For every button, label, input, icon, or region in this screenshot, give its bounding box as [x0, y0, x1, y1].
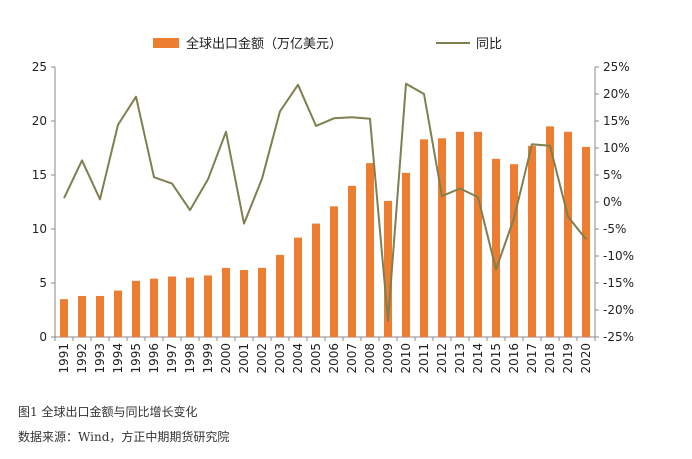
y-left-tick-label: 10 — [32, 222, 47, 236]
x-tick-label-1999: 1999 — [201, 343, 215, 374]
x-tick-label-2015: 2015 — [489, 343, 503, 374]
bar-2012 — [438, 138, 446, 337]
x-tick-label-2018: 2018 — [543, 343, 557, 374]
y-right-tick-label: -25% — [603, 330, 634, 344]
bar-1991 — [60, 299, 68, 337]
figure-caption: 图1 全球出口金额与同比增长变化 — [18, 405, 198, 419]
bar-2019 — [564, 131, 572, 337]
bar-2015 — [492, 158, 500, 337]
bar-2006 — [330, 206, 338, 337]
bar-2017 — [528, 145, 536, 337]
x-tick-label-2000: 2000 — [219, 343, 233, 374]
x-axis-ticks: 1991 1992 1993 1994 1995 1996 1997 1998 1999 2000… — [54, 337, 596, 374]
bar-1999 — [204, 275, 212, 337]
x-tick-label-2007: 2007 — [345, 343, 359, 374]
x-tick-label-1994: 1994 — [111, 343, 125, 374]
x-tick-label-2019: 2019 — [561, 343, 575, 374]
bar-2005 — [312, 223, 320, 337]
bar-2009 — [384, 200, 392, 337]
x-tick-label-1993: 1993 — [93, 343, 107, 374]
x-tick-label-2013: 2013 — [453, 343, 467, 374]
x-tick-label-1995: 1995 — [129, 343, 143, 374]
bar-2003 — [276, 254, 284, 337]
y-right-tick-label: 5% — [603, 168, 622, 182]
y-left-tick-label: 5 — [39, 276, 47, 290]
bar-2013 — [456, 131, 464, 337]
x-tick-label-2020: 2020 — [579, 343, 593, 374]
x-tick-label-2010: 2010 — [399, 343, 413, 374]
bar-2001 — [240, 270, 248, 337]
y-right-tick-label: 15% — [603, 114, 630, 128]
x-tick-label-2011: 2011 — [417, 343, 431, 374]
y-left-tick-label: 25 — [32, 60, 47, 74]
legend-bar-label: 全球出口金额（万亿美元） — [186, 36, 342, 52]
bar-1996 — [150, 278, 158, 337]
x-tick-label-1997: 1997 — [165, 343, 179, 374]
x-tick-label-1996: 1996 — [147, 343, 161, 374]
bar-2004 — [294, 237, 302, 337]
x-tick-label-2006: 2006 — [327, 343, 341, 374]
x-tick-label-2001: 2001 — [237, 343, 251, 374]
x-tick-label-2014: 2014 — [471, 343, 485, 374]
y-left-tick-label: 20 — [32, 114, 47, 128]
y-right-tick-label: -15% — [603, 276, 634, 290]
y-right-tick-label: 10% — [603, 141, 630, 155]
bar-1992 — [78, 295, 86, 337]
bar-2000 — [222, 267, 230, 337]
bar-2016 — [510, 164, 518, 337]
y-left-tick-label: 15 — [32, 168, 47, 182]
bar-1998 — [186, 277, 194, 337]
y-right-tick-label: -20% — [603, 303, 634, 317]
bar-1997 — [168, 276, 176, 337]
x-tick-label-1992: 1992 — [75, 343, 89, 374]
bar-1993 — [96, 295, 104, 337]
bar-2014 — [474, 131, 482, 337]
y-right-tick-label: 25% — [603, 60, 630, 74]
x-tick-label-2002: 2002 — [255, 343, 269, 374]
y-right-tick-label: 0% — [603, 195, 622, 209]
chart-axes: 0 5 10 15 20 25 25% 20% 15% 10% 5% 0% -5% -10% -15% -20… — [32, 60, 634, 344]
y-right-tick-label: -10% — [603, 249, 634, 263]
bar-1994 — [114, 290, 122, 337]
bar-2020 — [582, 146, 590, 337]
yoy-line — [63, 82, 587, 322]
x-tick-label-1998: 1998 — [183, 343, 197, 374]
x-tick-label-2016: 2016 — [507, 343, 521, 374]
y-right-tick-label: -5% — [603, 222, 626, 236]
bar-series — [60, 126, 590, 338]
bar-2007 — [348, 185, 356, 337]
x-tick-label-2004: 2004 — [291, 343, 305, 374]
chart-canvas: 全球出口金额（万亿美元） 同比 0 5 10 15 20 25 25% 20% 15% 10% 5%… — [32, 36, 634, 374]
x-tick-label-2008: 2008 — [363, 343, 377, 374]
bar-2011 — [420, 139, 428, 337]
bar-1995 — [132, 280, 140, 337]
bar-2018 — [546, 126, 554, 338]
bar-2008 — [366, 163, 374, 337]
legend-bar-swatch — [153, 38, 179, 48]
line-series — [63, 82, 587, 322]
x-tick-label-1991: 1991 — [57, 343, 71, 374]
x-tick-label-2003: 2003 — [273, 343, 287, 374]
bar-2002 — [258, 267, 266, 337]
chart-legend: 全球出口金额（万亿美元） 同比 — [153, 36, 502, 52]
bar-2010 — [402, 172, 410, 337]
legend-line-label: 同比 — [476, 37, 502, 52]
y-left-tick-label: 0 — [39, 330, 47, 344]
source-caption: 数据来源：Wind，方正中期期货研究院 — [18, 430, 230, 444]
x-tick-label-2005: 2005 — [309, 343, 323, 374]
y-right-tick-label: 20% — [603, 87, 630, 101]
x-tick-label-2017: 2017 — [525, 343, 539, 374]
x-tick-label-2009: 2009 — [381, 343, 395, 374]
x-tick-label-2012: 2012 — [435, 343, 449, 374]
